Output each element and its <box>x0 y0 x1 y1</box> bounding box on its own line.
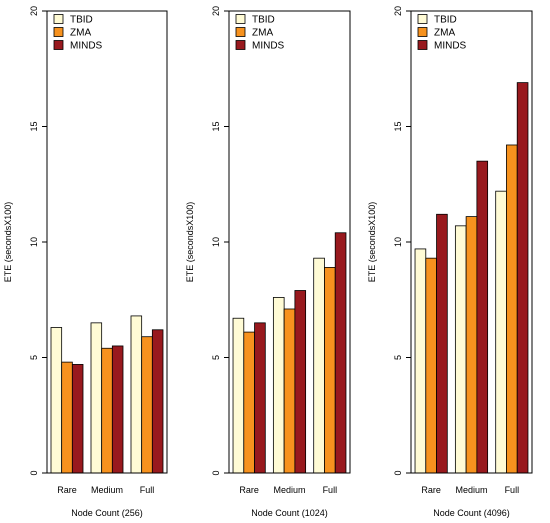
y-tick-label: 20 <box>393 6 403 16</box>
legend-label-tbid: TBID <box>252 15 275 26</box>
x-category-label: Rare <box>239 485 259 495</box>
x-axis-title: Node Count (1024) <box>251 508 328 518</box>
y-tick-label: 0 <box>211 470 221 475</box>
y-axis-title: ETE (secondsX100) <box>185 202 195 283</box>
bar-tbid-full <box>130 315 143 474</box>
bar-zma-medium <box>283 308 296 474</box>
y-tick-label: 5 <box>393 355 403 360</box>
legend-label-minds: MINDS <box>434 41 467 52</box>
legend-label-minds: MINDS <box>70 41 103 52</box>
x-category-label: Medium <box>273 485 305 495</box>
bar-tbid-full <box>495 190 507 474</box>
y-tick-label: 15 <box>393 121 403 131</box>
chart-panel-3: 0 5 10 15 20 Rare Medium Full Node Count (4096) E… <box>367 6 533 518</box>
y-tick-label: 5 <box>211 355 221 360</box>
x-category-label: Rare <box>57 485 77 495</box>
legend-label-zma: ZMA <box>70 28 91 39</box>
bar-minds-rare <box>254 322 266 474</box>
y-axis-title: ETE (secondsX100) <box>367 202 377 283</box>
legend-label-tbid: TBID <box>70 15 93 26</box>
bar-minds-medium <box>476 160 489 474</box>
bar-tbid-medium <box>272 297 285 474</box>
bar-zma-full <box>506 144 518 474</box>
bar-tbid-full <box>313 257 325 474</box>
bar-minds-full <box>334 232 347 474</box>
legend-swatch-zma <box>53 27 64 37</box>
bar-minds-rare <box>71 364 84 474</box>
bar-zma-medium <box>101 347 113 474</box>
bar-minds-rare <box>436 213 448 474</box>
x-category-label: Rare <box>421 485 441 495</box>
legend-label-minds: MINDS <box>252 41 285 52</box>
bar-minds-full <box>516 82 529 474</box>
bar-zma-rare <box>425 257 437 474</box>
bar-tbid-medium <box>454 225 467 474</box>
x-category-label: Medium <box>455 485 487 495</box>
x-category-label: Full <box>505 485 520 495</box>
legend-swatch-minds <box>235 40 246 50</box>
chart-panel-2: 0 5 10 15 20 Rare Medium Full Node Count (1024) E… <box>185 6 351 518</box>
legend-swatch-minds <box>53 40 64 50</box>
y-tick-label: 0 <box>29 470 39 475</box>
legend-swatch-zma <box>235 27 246 37</box>
bar-zma-full <box>324 267 336 474</box>
y-tick-label: 20 <box>211 6 221 16</box>
legend-swatch-tbid <box>53 14 64 24</box>
y-tick-label: 20 <box>29 6 39 16</box>
legend-swatch-zma <box>417 27 428 37</box>
y-tick-label: 5 <box>29 355 39 360</box>
bar-zma-medium <box>465 216 478 474</box>
bar-tbid-medium <box>90 322 103 474</box>
x-axis-title: Node Count (256) <box>71 508 143 518</box>
y-tick-label: 10 <box>393 237 403 247</box>
legend-swatch-tbid <box>417 14 428 24</box>
y-tick-label: 10 <box>29 237 39 247</box>
x-category-label: Medium <box>91 485 123 495</box>
x-axis-title: Node Count (4096) <box>433 508 510 518</box>
bar-minds-full <box>151 329 164 474</box>
bar-tbid-rare <box>50 327 63 474</box>
legend-swatch-minds <box>417 40 428 50</box>
bar-minds-medium <box>111 345 124 474</box>
legend-label-tbid: TBID <box>434 15 457 26</box>
x-category-label: Full <box>140 485 155 495</box>
bar-zma-rare <box>243 331 255 474</box>
y-tick-label: 0 <box>393 470 403 475</box>
y-tick-label: 10 <box>211 237 221 247</box>
chart-panel-1: 0 5 10 15 20 Rare Medium Full Node Count (256) ET… <box>3 6 168 518</box>
y-tick-label: 15 <box>29 121 39 131</box>
bar-minds-medium <box>294 290 307 474</box>
y-axis-title: ETE (secondsX100) <box>3 202 13 283</box>
bar-zma-rare <box>61 361 73 474</box>
legend-label-zma: ZMA <box>252 28 273 39</box>
legend-label-zma: ZMA <box>434 28 455 39</box>
bar-tbid-rare <box>232 317 245 474</box>
bar-tbid-rare <box>414 248 427 474</box>
bar-zma-full <box>141 336 153 474</box>
x-category-label: Full <box>323 485 338 495</box>
y-tick-label: 15 <box>211 121 221 131</box>
legend-swatch-tbid <box>235 14 246 24</box>
